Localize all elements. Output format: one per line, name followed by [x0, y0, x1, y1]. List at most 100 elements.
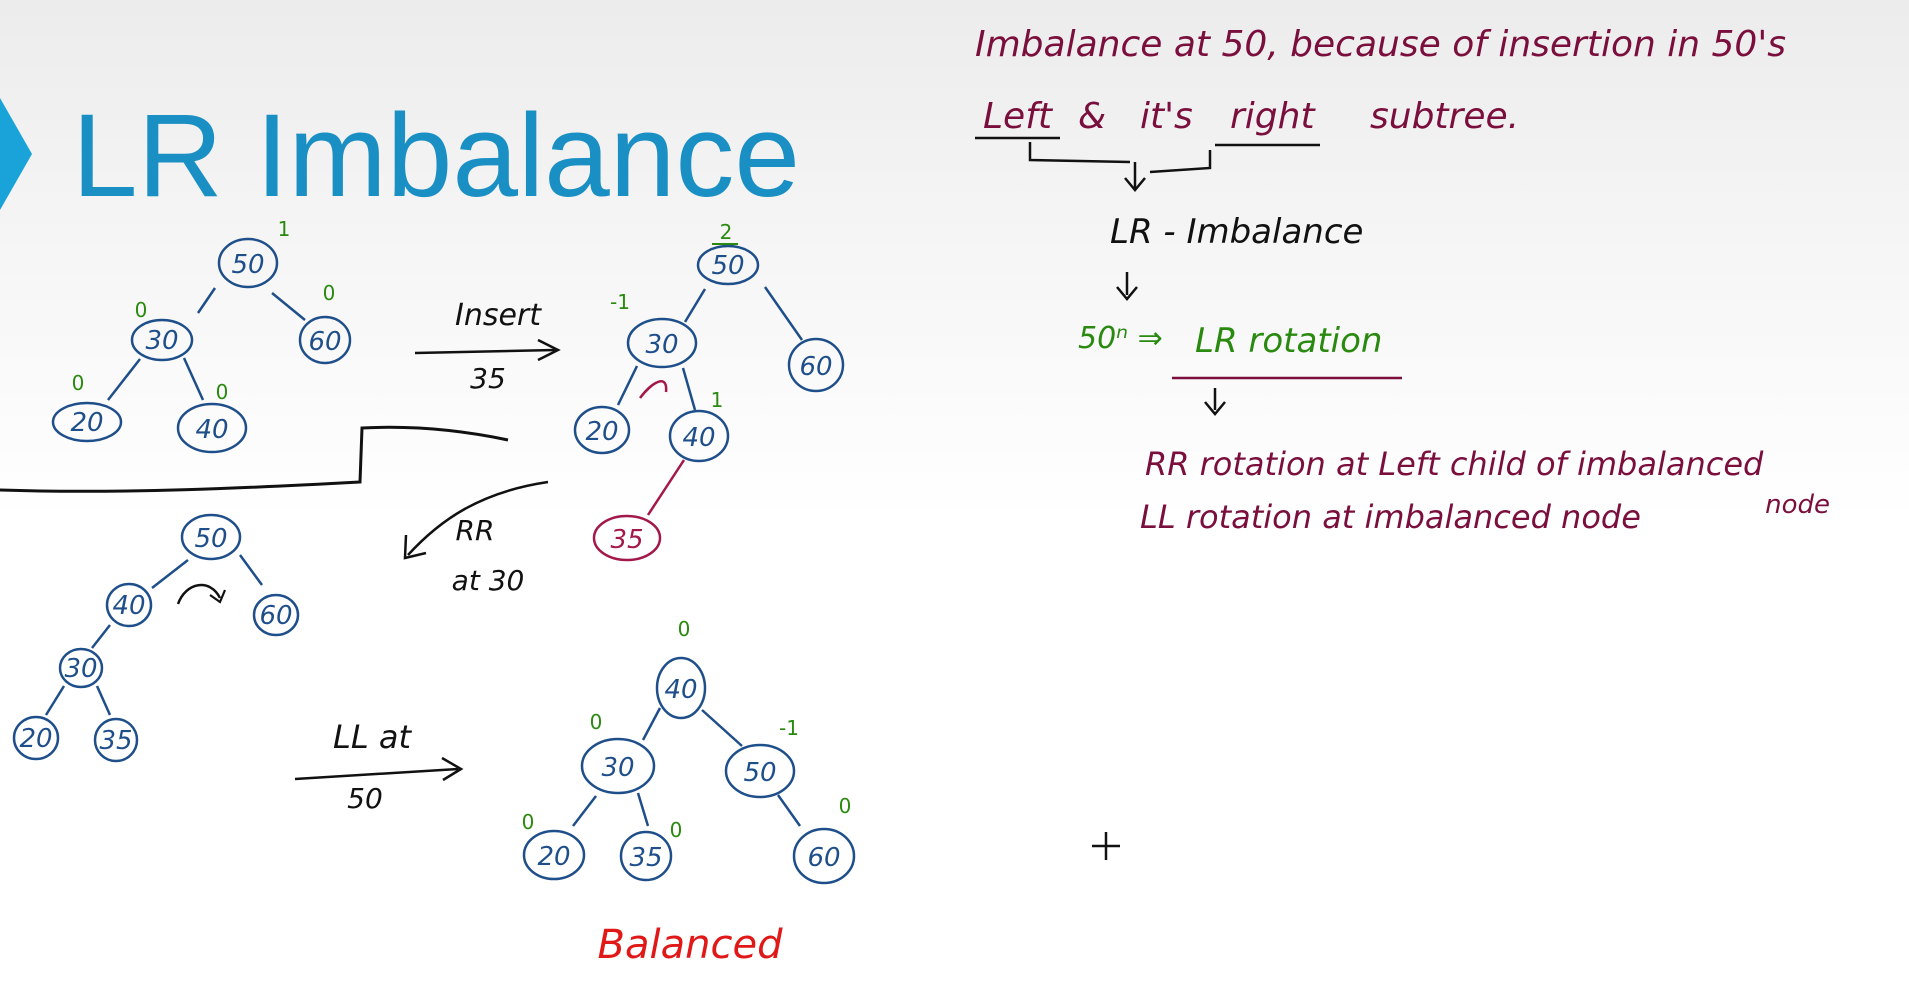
note-subtree-word: subtree. [1370, 96, 1519, 137]
insert-arrow-label: Insert [455, 298, 542, 333]
step-2-label: LL rotation at imbalanced node [1140, 498, 1641, 536]
section-divider-line [0, 425, 509, 493]
balance-factor: 0 [678, 617, 691, 641]
tree-node: 60 0 [298, 281, 352, 365]
tree-node: 30 0 [130, 298, 194, 362]
tree-node: 35 [93, 717, 139, 763]
node-label: 60 [308, 327, 341, 357]
node-label: 35 [99, 726, 132, 756]
tree-node: 60 0 [792, 794, 856, 885]
edge [91, 624, 111, 649]
node-label: 60 [807, 843, 840, 873]
tree-node: 20 0 [522, 810, 586, 881]
tree-node: 60 [787, 337, 845, 393]
tree-node: 50 2 [696, 220, 760, 286]
balance-factor: 0 [323, 281, 336, 305]
balance-factor: 0 [72, 371, 85, 395]
step-1-tail: node [1765, 490, 1830, 520]
note-left-word: Left [983, 96, 1054, 137]
edge [636, 792, 650, 827]
tree-node: 40 0 [655, 617, 707, 720]
step-1-label: RR rotation at Left child of imbalanced [1145, 445, 1764, 483]
balance-factor: 0 [216, 380, 229, 404]
imbalance-type-label: LR - Imbalance [1110, 212, 1363, 252]
node-label: 30 [64, 654, 97, 684]
ll-arrow-label: LL at [333, 718, 412, 756]
tree-after-insert: 50 2 30 -1 60 20 40 1 35 [573, 220, 845, 562]
node-label: 50 [231, 250, 264, 280]
edge [763, 286, 804, 341]
balance-factor: 0 [590, 710, 603, 734]
edge-new [646, 459, 686, 516]
balance-factor: 2 [720, 220, 733, 244]
solution-prefix: 50ⁿ ⇒ [1078, 321, 1163, 356]
node-label: 40 [112, 591, 145, 621]
edge [196, 287, 217, 314]
tree-node: 50 -1 [724, 716, 799, 799]
balance-factor: -1 [610, 290, 630, 314]
edge [701, 709, 743, 747]
edge [107, 358, 141, 401]
node-label: 20 [537, 842, 570, 872]
rotation-hint-icon [176, 583, 222, 605]
node-label: 50 [194, 524, 227, 554]
arrow-down-icon [1204, 401, 1226, 416]
note-line-1: Imbalance at 50, because of insertion in… [975, 24, 1786, 65]
tree-node-new: 35 [592, 514, 662, 562]
tree-node: 40 0 [176, 380, 248, 454]
node-label: 30 [145, 326, 178, 356]
node-label: 35 [629, 843, 662, 873]
arrow-down-icon [1124, 177, 1146, 192]
node-label: 20 [585, 417, 618, 447]
node-label: 30 [601, 753, 634, 783]
tree-original: 50 1 30 0 60 0 20 0 40 0 [51, 217, 352, 454]
tree-balanced: 40 0 30 0 50 -1 20 0 35 0 60 0 Balanced [522, 617, 856, 968]
node-label: 35 [610, 525, 643, 555]
edge [95, 685, 112, 716]
node-label: 60 [259, 601, 292, 631]
tree-node: 40 [105, 582, 153, 628]
node-label: 40 [195, 415, 228, 445]
tree-after-rr: 50 40 60 30 20 35 [12, 513, 300, 763]
note-right-word: right [1230, 96, 1316, 137]
tree-node: 60 [252, 593, 300, 637]
tree-node: 20 [12, 715, 60, 761]
edge [683, 288, 707, 323]
ll-arrow: LL at 50 [294, 718, 464, 815]
tree-node: 35 0 [619, 818, 683, 882]
edge [641, 707, 662, 741]
note-ampersand: & [1078, 96, 1106, 137]
slide-play-marker-icon [0, 98, 32, 210]
node-label: 60 [799, 352, 832, 382]
edge [44, 685, 66, 716]
balance-factor: 0 [670, 818, 683, 842]
ll-arrow-target: 50 [347, 782, 383, 815]
tree-node: 50 [180, 513, 242, 561]
solution-label: LR rotation [1195, 321, 1382, 361]
edge [681, 367, 697, 411]
note-its-word: it's [1140, 96, 1193, 137]
tree-node: 50 1 [217, 217, 290, 289]
balanced-label: Balanced [598, 922, 784, 968]
balance-factor: 1 [711, 388, 724, 412]
arrow-head-icon [537, 338, 561, 362]
cursor-crosshair-icon [1092, 832, 1120, 860]
balance-factor: 0 [839, 794, 852, 818]
node-label: 20 [70, 408, 103, 438]
node-label: 40 [664, 675, 697, 705]
tree-node: 40 1 [668, 388, 730, 463]
tree-node: 20 0 [51, 371, 123, 443]
rr-arrow-label: RR [456, 514, 495, 547]
slide-title: LR Imbalance [72, 90, 800, 222]
tree-node: 30 0 [580, 710, 656, 795]
balance-factor: 0 [522, 810, 535, 834]
tree-node: 20 [573, 405, 631, 455]
edge [182, 357, 205, 401]
balance-factor: 0 [135, 298, 148, 322]
edge [238, 554, 264, 586]
tree-node: 30 -1 [610, 290, 698, 369]
edge [271, 292, 306, 321]
edge [572, 795, 597, 827]
